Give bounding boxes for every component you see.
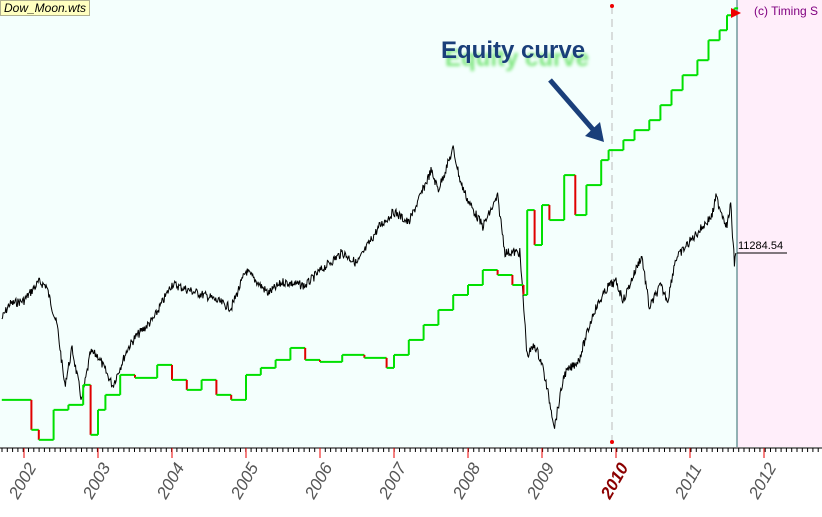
x-tick-label: 2006: [301, 459, 337, 503]
cursor-marker-top: [610, 4, 614, 8]
cursor-marker-bottom: [610, 440, 614, 444]
x-tick-label: 2008: [449, 459, 485, 503]
last-price-label: 11284.54: [738, 240, 784, 252]
price-series-line: [1, 145, 737, 429]
annotation-arrow: [548, 78, 598, 135]
x-tick-label: 2007: [375, 459, 411, 503]
plot-background: [0, 0, 737, 447]
future-zone: [737, 0, 822, 447]
x-tick-label: 2009: [523, 459, 559, 503]
copyright-text: (c) Timing S: [754, 4, 819, 18]
x-tick-label: 2003: [79, 459, 115, 503]
x-tick-label: 2004: [153, 460, 189, 503]
x-tick-label: 2012: [745, 459, 781, 503]
annotation-arrowhead-icon: [585, 122, 604, 142]
last-bar-flag-icon: [731, 8, 741, 18]
chart-title: Dow_Moon.wts: [0, 0, 91, 16]
x-tick-label: 2002: [5, 459, 41, 503]
x-tick-label: 2010: [597, 459, 633, 503]
x-tick-label: 2011: [671, 461, 706, 503]
x-tick-label: 2005: [227, 459, 263, 503]
equity-curve-annotation: Equity curve: [441, 37, 586, 64]
